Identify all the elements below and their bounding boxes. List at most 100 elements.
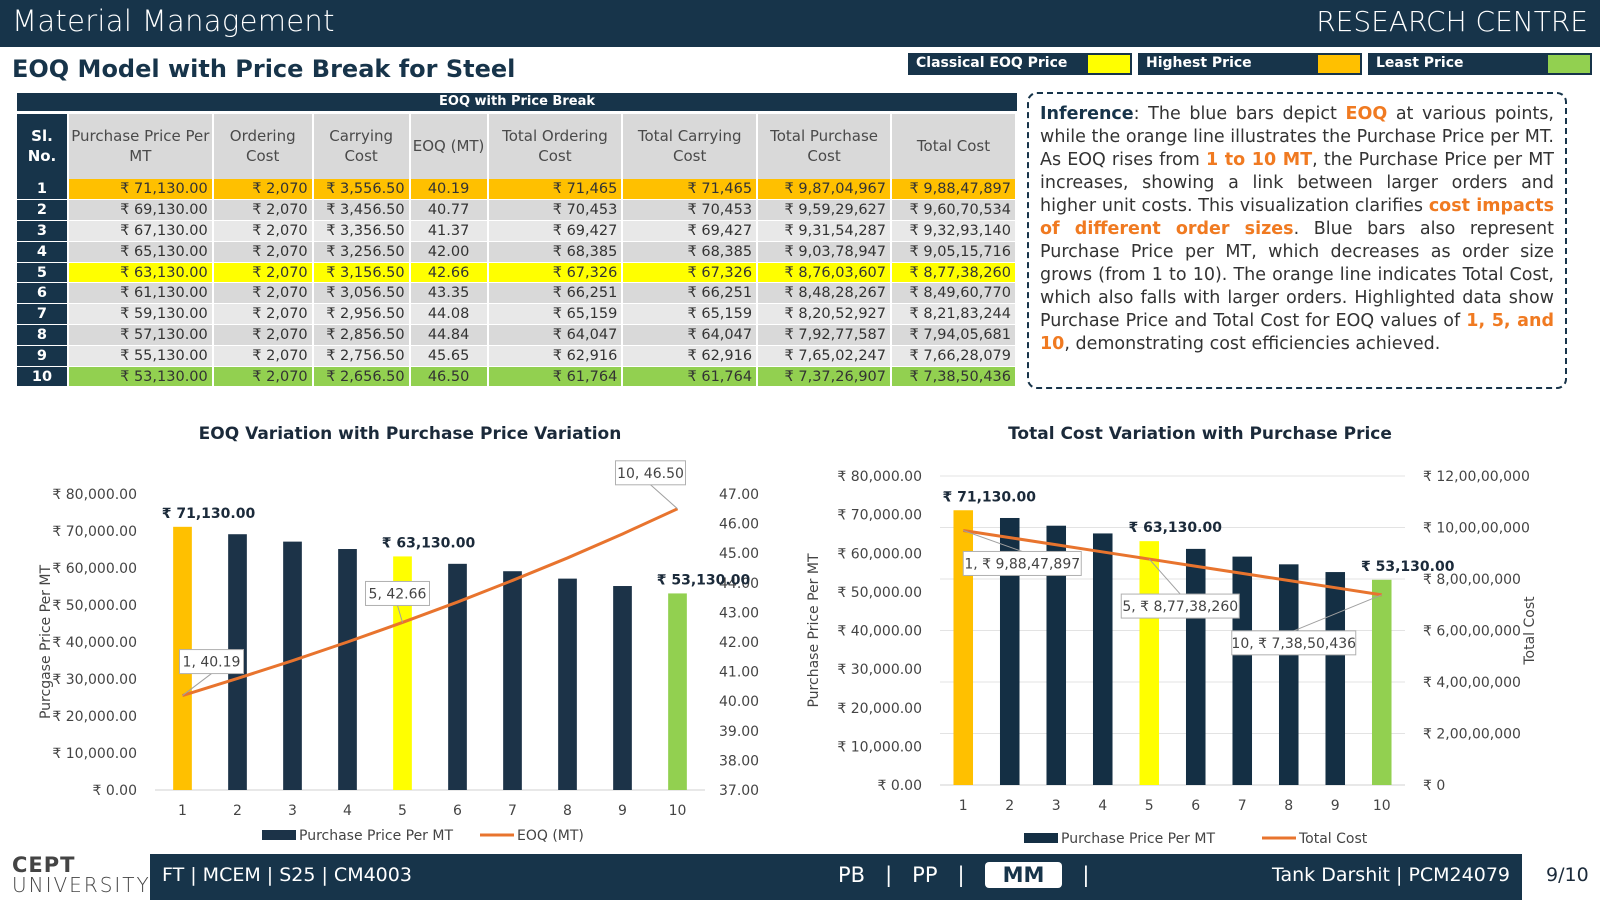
x-tick-label: 9 <box>618 803 627 819</box>
table-cell: ₹ 2,656.50 <box>312 366 411 388</box>
table-cell: ₹ 9,88,47,897 <box>891 179 1017 201</box>
bar-10 <box>1371 579 1392 785</box>
callout-box <box>1231 630 1357 656</box>
table-row: 4 ₹ 65,130.00 ₹ 2,070 ₹ 3,256.50 42.00 ₹ 68,3… <box>17 241 1017 263</box>
inference-text: at various points, while the orange line… <box>1040 104 1554 170</box>
table-cell: 4 <box>17 241 69 263</box>
table-cell: ₹ 3,556.50 <box>312 179 411 201</box>
table-cell: ₹ 2,070 <box>212 366 314 388</box>
table-cell: ₹ 9,32,93,140 <box>891 220 1017 242</box>
callout-box <box>1120 593 1240 619</box>
nav-pp[interactable]: PP <box>912 863 938 887</box>
x-tick-label: 1 <box>959 798 968 814</box>
y2-tick-label: ₹ 6,00,00,000 <box>1423 624 1521 640</box>
table-cell: ₹ 2,856.50 <box>312 324 411 346</box>
section-nav: PB | PP | MM | <box>838 862 1089 888</box>
inference-highlight: 1 to 10 MT <box>1205 150 1313 170</box>
y-tick-label: ₹ 20,000.00 <box>837 701 922 717</box>
y-tick-label: ₹ 40,000.00 <box>837 624 922 640</box>
table-cell: ₹ 67,326 <box>487 262 624 284</box>
callout-box <box>365 580 430 606</box>
line-series <box>963 528 1382 597</box>
nav-separator: | <box>957 863 965 887</box>
inference-highlight: EOQ <box>1345 104 1388 124</box>
x-tick-label: 6 <box>453 803 462 819</box>
legend-key-highest-price: Highest Price <box>1138 53 1362 75</box>
table-cell: 40.19 <box>409 179 489 201</box>
callout-leader <box>1148 558 1181 595</box>
callout-leader <box>1293 594 1382 632</box>
bar-5 <box>393 556 412 790</box>
table-cell: 3 <box>17 220 69 242</box>
table-cell: 42.66 <box>409 262 489 284</box>
table-row: 6 ₹ 61,130.00 ₹ 2,070 ₹ 3,056.50 43.35 ₹ 66,2… <box>17 282 1017 305</box>
y2-tick-label: ₹ 0 <box>1423 778 1445 794</box>
y2-tick-label: 45.00 <box>719 546 759 562</box>
inference-text: . Blue bars also represent Purchase Pric… <box>1040 219 1554 331</box>
callout-label: 5, ₹ 8,77,38,260 <box>1122 599 1238 615</box>
bar-1 <box>953 510 974 785</box>
table-row: 7 ₹ 59,130.00 ₹ 2,070 ₹ 2,956.50 44.08 ₹ 65,1… <box>17 303 1017 326</box>
table-row: 9 ₹ 55,130.00 ₹ 2,070 ₹ 2,756.50 45.65 ₹ 62,9… <box>17 345 1017 367</box>
nav-mm-active[interactable]: MM <box>984 862 1063 888</box>
table-cell: ₹ 2,070 <box>212 241 314 263</box>
y-tick-label: ₹ 20,000.00 <box>52 709 137 725</box>
table-cell: 5 <box>17 262 69 284</box>
y-axis-title: Purchase Price Per MT <box>806 553 822 707</box>
table-header-row: Sl. No. Purchase Price Per MT Ordering C… <box>17 114 1017 179</box>
callout-box <box>179 649 244 675</box>
table-cell: 43.35 <box>409 282 489 305</box>
table-cell: ₹ 61,130.00 <box>67 282 214 305</box>
table-cell: ₹ 2,070 <box>212 262 314 284</box>
y2-tick-label: 39.00 <box>719 724 759 740</box>
y2-tick-label: 44.00 <box>719 576 759 592</box>
y-tick-label: ₹ 10,000.00 <box>52 746 137 762</box>
legend-key-least-price: Least Price <box>1368 53 1592 75</box>
nav-separator: | <box>885 863 893 887</box>
table-cell: ₹ 7,94,05,681 <box>891 324 1017 346</box>
callout-leader <box>182 673 212 696</box>
table-cell: ₹ 8,76,03,607 <box>757 262 892 284</box>
table-cell: ₹ 2,756.50 <box>312 345 411 367</box>
highlight-legend: Classical EOQ Price Highest Price Least … <box>908 53 1592 75</box>
table-row: 8 ₹ 57,130.00 ₹ 2,070 ₹ 2,856.50 44.84 ₹ 64,0… <box>17 324 1017 346</box>
table-cell: ₹ 67,130.00 <box>67 220 214 242</box>
legend-key-label: Classical EOQ Price <box>916 55 1068 71</box>
table-cell: ₹ 9,03,78,947 <box>757 241 892 263</box>
table-cell: ₹ 69,427 <box>622 220 759 242</box>
y2-tick-label: 42.00 <box>719 635 759 651</box>
y-tick-label: ₹ 60,000.00 <box>52 561 137 577</box>
table-cell: ₹ 8,20,52,927 <box>757 303 892 326</box>
table-cell: ₹ 8,21,83,244 <box>891 303 1017 326</box>
y2-tick-label: ₹ 2,00,00,000 <box>1423 727 1521 743</box>
table-cell: ₹ 68,385 <box>622 241 759 263</box>
col-header-carrying-cost: Carrying Cost <box>312 114 411 179</box>
y-tick-label: ₹ 50,000.00 <box>837 585 922 601</box>
bar-data-label: ₹ 63,130.00 <box>1129 520 1223 536</box>
footer-bar: FT | MCEM | S25 | CM4003 PB | PP | MM | … <box>150 854 1522 900</box>
table-cell: ₹ 67,326 <box>622 262 759 284</box>
table-cell: ₹ 9,87,04,967 <box>757 179 892 201</box>
x-tick-label: 10 <box>669 803 687 819</box>
col-header-ordering-cost: Ordering Cost <box>212 114 314 179</box>
table-cell: ₹ 61,764 <box>622 366 759 388</box>
table-cell: ₹ 65,159 <box>622 303 759 326</box>
table-cell: 1 <box>17 179 69 201</box>
table-cell: 44.08 <box>409 303 489 326</box>
table-cell: ₹ 7,92,77,587 <box>757 324 892 346</box>
table-cell: 9 <box>17 345 69 367</box>
nav-pb[interactable]: PB <box>838 863 866 887</box>
table-cell: ₹ 59,130.00 <box>67 303 214 326</box>
legend-label-bar: Purchase Price Per MT <box>1061 831 1215 847</box>
bar-6 <box>1185 548 1206 785</box>
y-tick-label: ₹ 30,000.00 <box>837 662 922 678</box>
table-cell: 8 <box>17 324 69 346</box>
callout-label: 1, 40.19 <box>183 655 241 671</box>
col-header-total-cost: Total Cost <box>891 114 1017 179</box>
y2-tick-label: ₹ 10,00,00,000 <box>1423 521 1530 537</box>
bar-7 <box>1232 556 1253 785</box>
table-cell: ₹ 3,456.50 <box>312 199 411 222</box>
callout-leader <box>963 529 1023 552</box>
table-cell: ₹ 2,070 <box>212 345 314 367</box>
table-cell: ₹ 8,77,38,260 <box>891 262 1017 284</box>
